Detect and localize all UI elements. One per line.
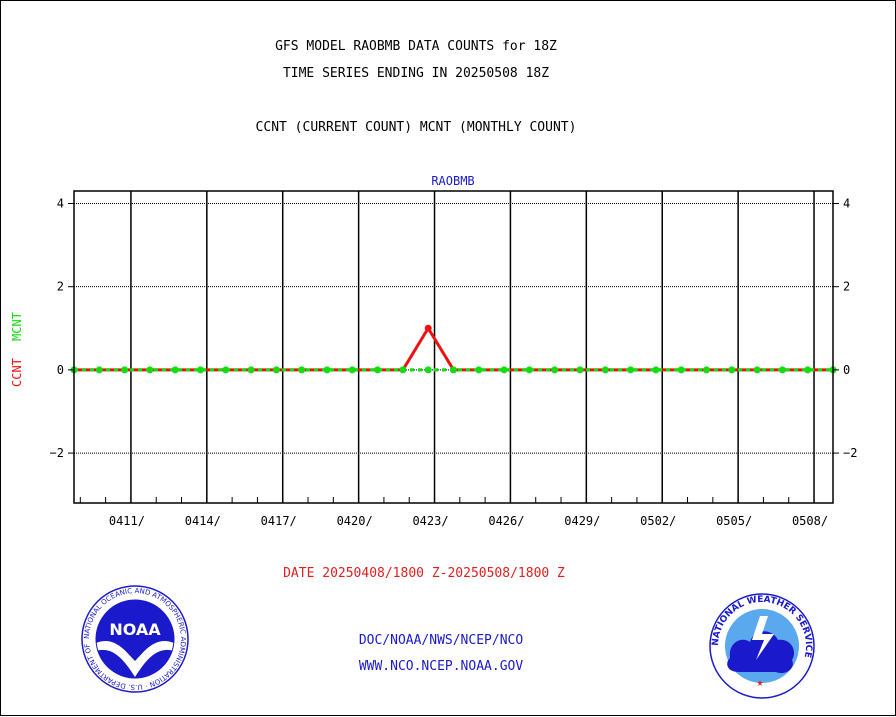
mcnt-point bbox=[146, 366, 154, 374]
x-tick-label: 0429/ bbox=[564, 514, 600, 528]
mcnt-point bbox=[652, 366, 660, 374]
mcnt-point bbox=[424, 366, 432, 374]
y-tick-label-right: −2 bbox=[843, 446, 857, 460]
mcnt-point bbox=[677, 366, 685, 374]
axis-layer: 4 4 2 2 0 0 −2 −2 0411/0414/0417/0420/0423/0426/… bbox=[50, 190, 857, 528]
mcnt-point bbox=[753, 366, 761, 374]
y-tick-label-right: 0 bbox=[843, 363, 850, 377]
url-line: WWW.NCO.NCEP.NOAA.GOV bbox=[358, 659, 524, 674]
org-line: DOC/NOAA/NWS/NCEP/NCO bbox=[358, 633, 524, 648]
noaa-logo-text: NOAA bbox=[109, 620, 161, 639]
mcnt-point bbox=[171, 366, 179, 374]
x-tick-label: 0420/ bbox=[337, 514, 373, 528]
y-tick-label-right: 4 bbox=[843, 196, 850, 210]
ccnt-line bbox=[74, 325, 833, 372]
mcnt-point bbox=[804, 366, 812, 374]
y-tick-label-left: 4 bbox=[57, 196, 64, 210]
y-axis-title-group: CCNT MCNT bbox=[10, 312, 24, 387]
nws-star-icon bbox=[757, 680, 763, 686]
x-tick-label: 0502/ bbox=[640, 514, 676, 528]
y-axis-title-ccnt: CCNT bbox=[10, 358, 24, 387]
x-tick-label: 0414/ bbox=[185, 514, 221, 528]
series-layer bbox=[70, 324, 837, 374]
chart-title-line-1: GFS MODEL RAOBMB DATA COUNTS for 18Z bbox=[275, 39, 557, 54]
mcnt-point bbox=[627, 366, 635, 374]
y-tick-label-right: 2 bbox=[843, 280, 850, 294]
mcnt-point bbox=[500, 366, 508, 374]
mcnt-point bbox=[197, 366, 204, 374]
x-tick-label: 0423/ bbox=[412, 514, 448, 528]
x-tick-label: 0417/ bbox=[261, 514, 297, 528]
noaa-logo: NOAA NATIONAL OCEANIC AND ATMOSPHERIC AD… bbox=[81, 585, 189, 693]
mcnt-point bbox=[399, 366, 407, 374]
mcnt-point bbox=[323, 366, 331, 374]
mcnt-point bbox=[222, 366, 230, 374]
x-tick-label: 0508/ bbox=[792, 514, 828, 528]
ccnt-point bbox=[424, 324, 432, 332]
noaa-inner-disc bbox=[96, 600, 174, 678]
y-tick-label-left: 2 bbox=[57, 280, 64, 294]
mcnt-point bbox=[121, 366, 129, 374]
mcnt-point bbox=[247, 366, 255, 374]
y-tick-label-left: 0 bbox=[57, 363, 64, 377]
mcnt-point bbox=[551, 366, 559, 374]
panel-label: RAOBMB bbox=[431, 174, 474, 188]
mcnt-point bbox=[348, 366, 356, 374]
mcnt-point bbox=[703, 366, 710, 374]
noaa-gull-icon bbox=[96, 640, 174, 677]
y-axis-title-mcnt: MCNT bbox=[10, 312, 24, 341]
mcnt-point bbox=[272, 366, 280, 374]
mcnt-point bbox=[525, 366, 533, 374]
nws-lightning-icon bbox=[752, 616, 774, 660]
mcnt-point bbox=[298, 366, 306, 374]
mcnt-point bbox=[450, 366, 457, 374]
chart-title-line-3: CCNT (CURRENT COUNT) MCNT (MONTHLY COUNT… bbox=[255, 120, 577, 135]
mcnt-point bbox=[601, 366, 609, 374]
grid-layer bbox=[74, 191, 833, 503]
mcnt-point bbox=[576, 366, 584, 374]
mcnt-point bbox=[728, 366, 736, 374]
x-tick-label: 0505/ bbox=[716, 514, 752, 528]
x-tick-label: 0411/ bbox=[109, 514, 145, 528]
y-tick-label-left: −2 bbox=[50, 446, 64, 460]
chart-title-line-2: TIME SERIES ENDING IN 20250508 18Z bbox=[282, 66, 550, 81]
plot-frame bbox=[73, 190, 834, 504]
mcnt-point bbox=[374, 366, 382, 374]
mcnt-point bbox=[475, 366, 483, 374]
date-range-label: DATE 20250408/1800 Z-20250508/1800 Z bbox=[283, 566, 565, 581]
x-tick-label: 0426/ bbox=[488, 514, 524, 528]
mcnt-point bbox=[95, 366, 103, 374]
mcnt-point bbox=[778, 366, 786, 374]
